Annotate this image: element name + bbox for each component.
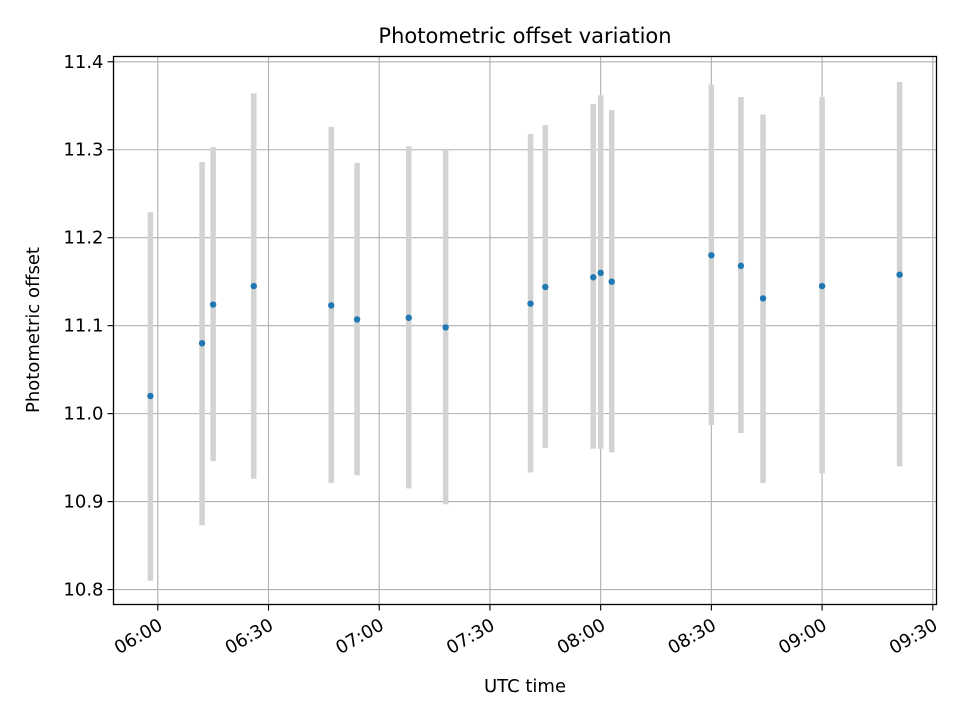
data-point bbox=[209, 301, 217, 308]
y-tick-label: 11.4 bbox=[63, 52, 103, 73]
x-axis: 06:00 06:30 07:00 07:30 08:00 08:30 09:00 09:30 bbox=[111, 604, 941, 659]
data-point bbox=[198, 340, 206, 347]
data-point bbox=[896, 271, 903, 278]
plot-frame bbox=[112, 55, 938, 606]
data-point bbox=[442, 324, 449, 331]
errorbars bbox=[147, 82, 903, 581]
data-point bbox=[737, 262, 745, 270]
x-tick-label: 08:00 bbox=[554, 615, 609, 659]
data-point bbox=[818, 282, 826, 290]
data-point bbox=[597, 269, 604, 277]
x-tick-label: 06:00 bbox=[111, 615, 166, 659]
data-point bbox=[542, 283, 549, 291]
y-axis: 10.8 10.9 11.0 11.1 11.2 11.3 11.4 bbox=[63, 52, 114, 601]
y-tick-label: 10.9 bbox=[63, 492, 103, 513]
data-point bbox=[328, 302, 335, 309]
y-tick-label: 11.0 bbox=[63, 404, 103, 425]
points bbox=[147, 252, 903, 400]
y-tick-label: 11.3 bbox=[63, 140, 103, 161]
y-tick-label: 11.1 bbox=[63, 316, 103, 337]
y-tick-label: 10.8 bbox=[63, 580, 103, 601]
x-tick-label: 07:30 bbox=[443, 615, 498, 659]
x-tick-label: 09:00 bbox=[775, 615, 830, 659]
data-point bbox=[608, 278, 615, 285]
data-point bbox=[250, 282, 257, 290]
grid bbox=[113, 56, 937, 605]
x-axis-label: UTC time bbox=[484, 676, 566, 697]
x-tick-label: 08:30 bbox=[664, 615, 719, 659]
data-point bbox=[590, 274, 597, 281]
data-point bbox=[708, 252, 715, 259]
data-point bbox=[147, 392, 154, 400]
data-point bbox=[527, 300, 534, 307]
y-tick-label: 11.2 bbox=[63, 228, 103, 249]
data-point bbox=[759, 295, 767, 302]
x-tick-label: 09:30 bbox=[886, 615, 941, 659]
x-tick-label: 06:30 bbox=[222, 615, 277, 659]
chart-title: Photometric offset variation bbox=[378, 24, 671, 48]
x-tick-label: 07:00 bbox=[332, 615, 387, 659]
data-point bbox=[353, 316, 361, 323]
y-axis-label: Photometric offset bbox=[23, 247, 44, 413]
data-point bbox=[405, 314, 412, 321]
